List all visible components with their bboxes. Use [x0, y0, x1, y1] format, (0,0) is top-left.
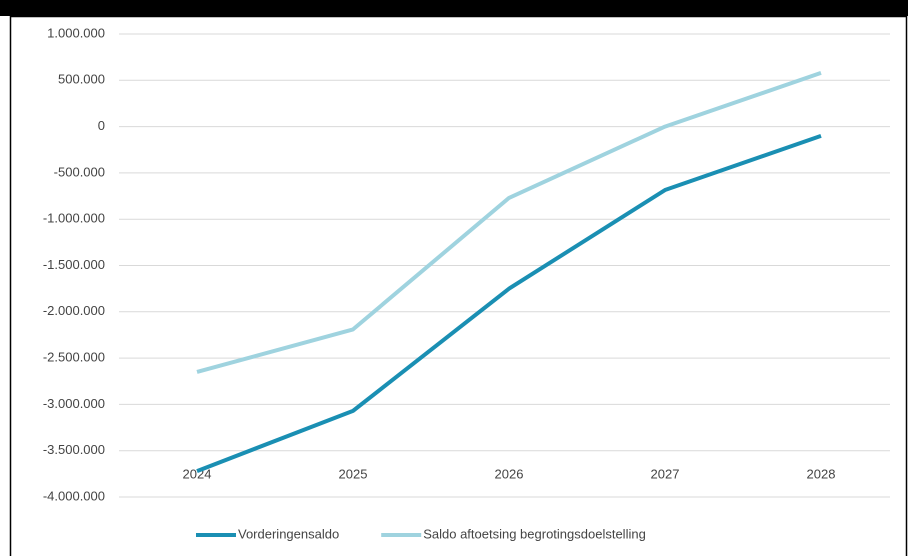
chart-frame — [9, 15, 908, 556]
y-tick-label: -3.500.000 — [43, 442, 105, 457]
cropped-header — [0, 0, 908, 16]
x-tick-label: 2026 — [495, 466, 524, 481]
y-tick-label: -2.000.000 — [43, 303, 105, 318]
y-tick-label: -500.000 — [54, 164, 105, 179]
y-tick-label: -1.500.000 — [43, 257, 105, 272]
x-tick-label: 2025 — [339, 466, 368, 481]
y-tick-label: -3.000.000 — [43, 396, 105, 411]
series-line — [196, 71, 822, 374]
y-tick-label: 500.000 — [58, 72, 105, 87]
x-tick-label: 2027 — [651, 466, 680, 481]
y-tick-label: 1.000.000 — [47, 25, 105, 40]
x-tick-label: 2028 — [807, 466, 836, 481]
y-tick-label: -2.500.000 — [43, 350, 105, 365]
series-line — [196, 133, 822, 473]
y-tick-label: 0 — [98, 118, 105, 133]
y-tick-label: -1.000.000 — [43, 211, 105, 226]
legend-label: Vorderingensaldo — [238, 526, 339, 541]
legend-label: Saldo aftoetsing begrotingsdoelstelling — [423, 526, 646, 541]
y-tick-label: -4.000.000 — [43, 488, 105, 503]
